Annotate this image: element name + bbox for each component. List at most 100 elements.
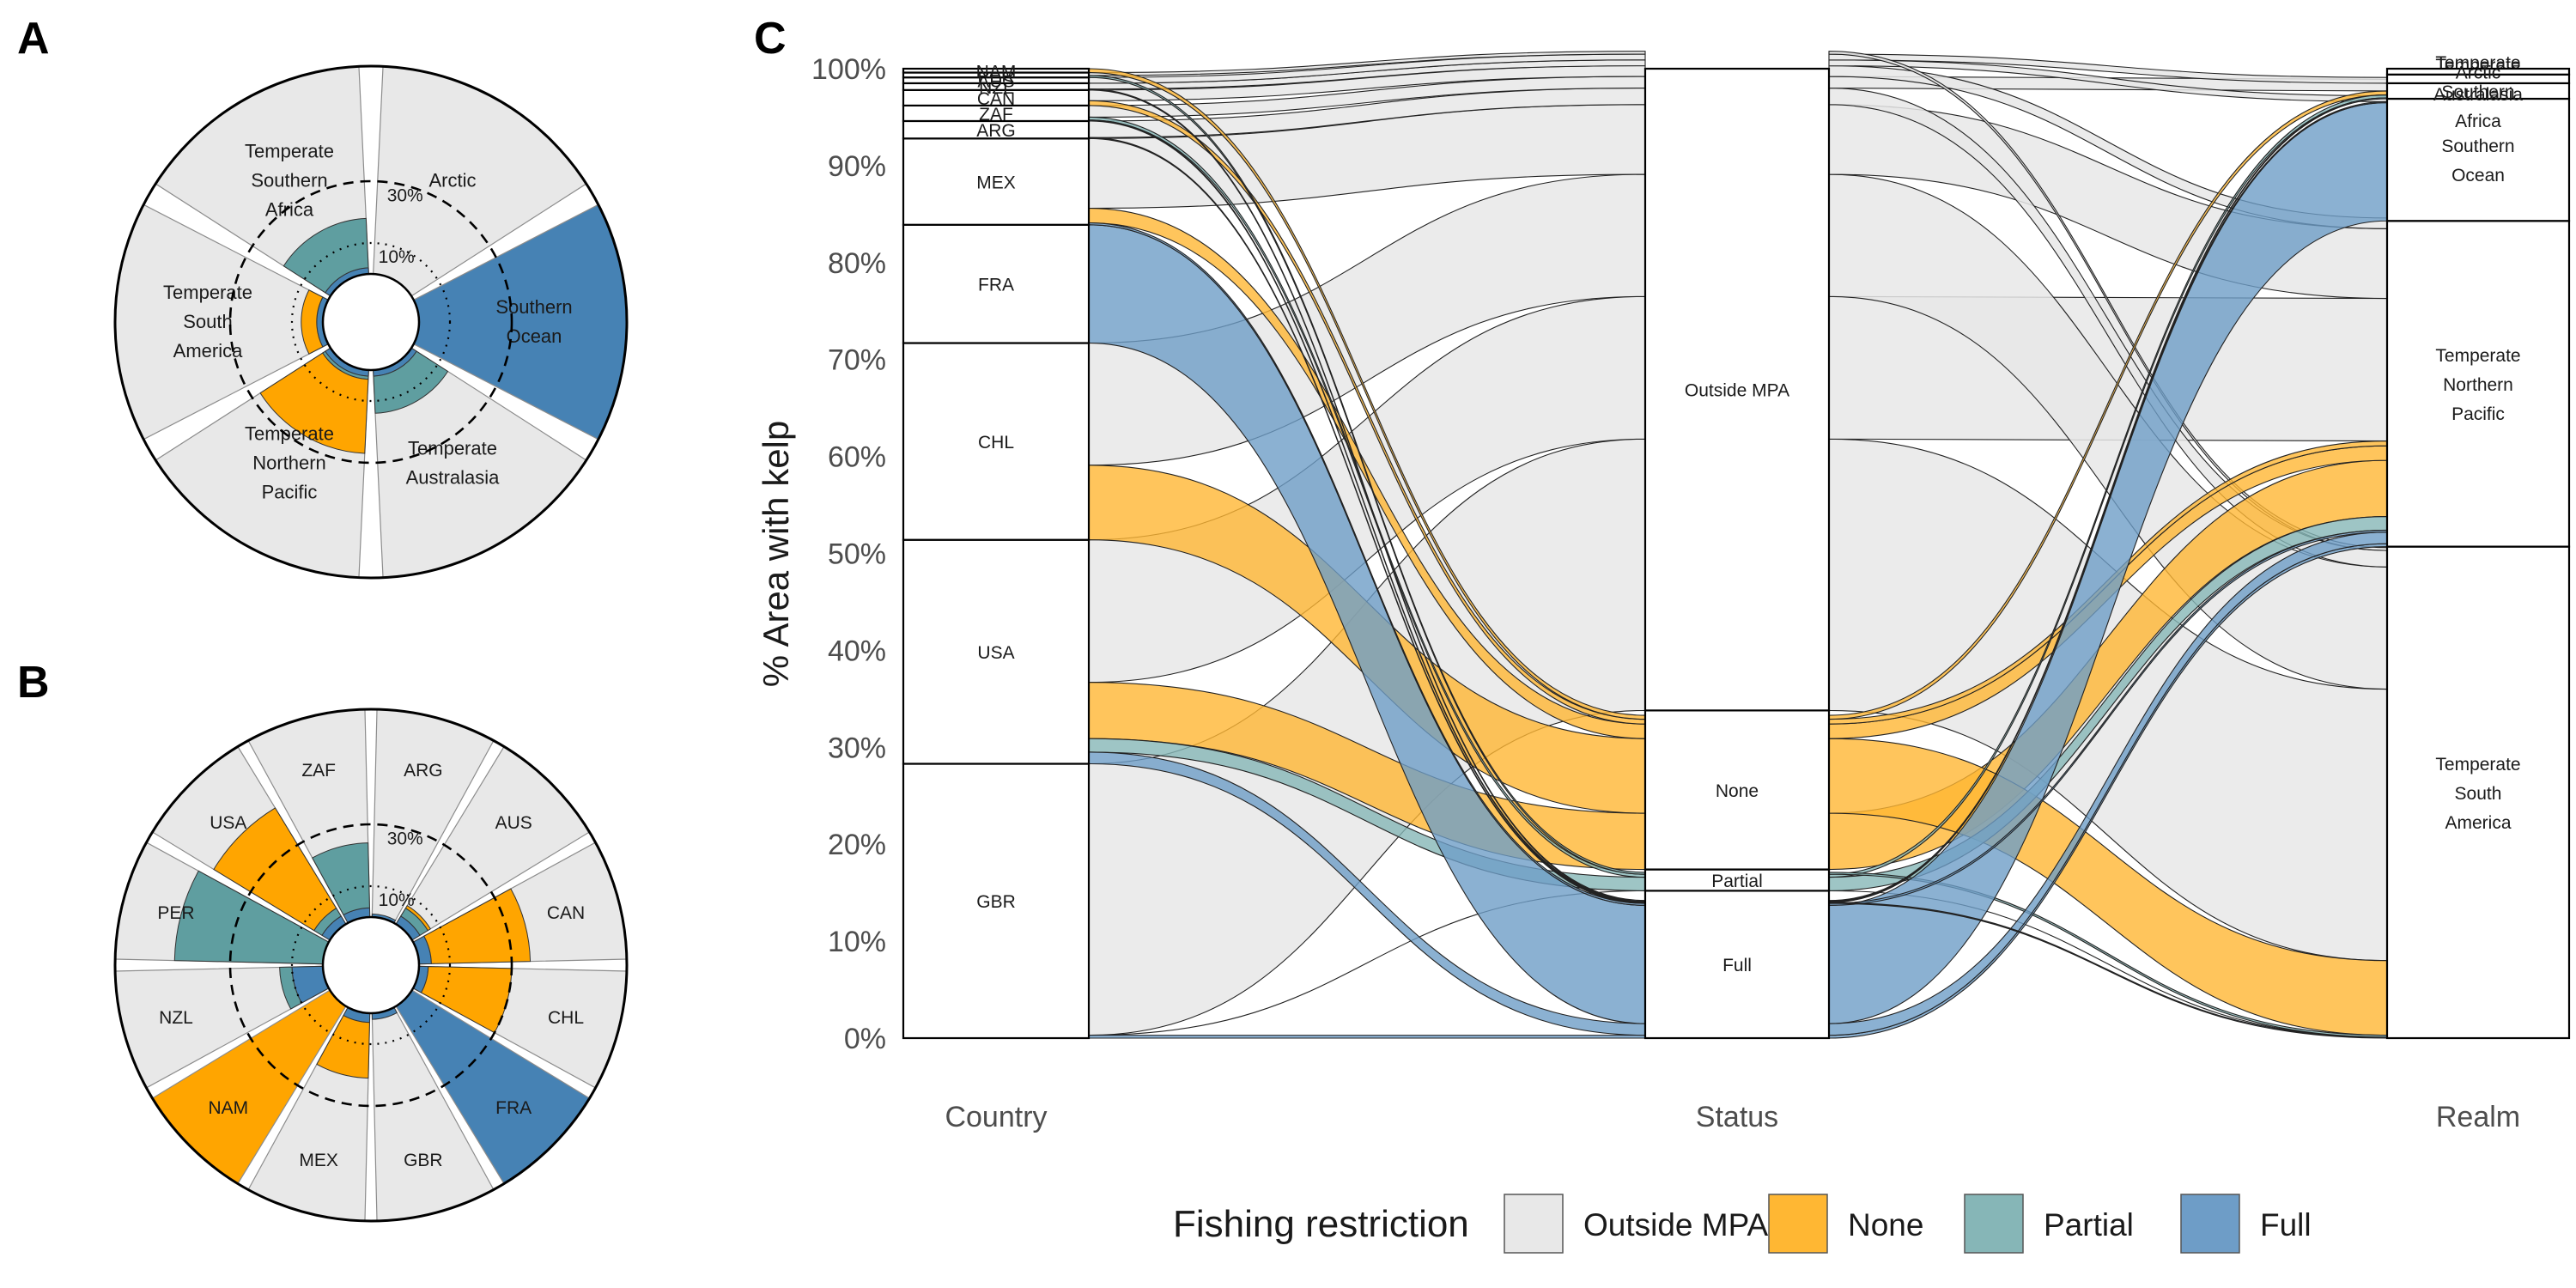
country-stratum-nam: NAM [902, 62, 1091, 82]
segment-arg: ARG [371, 708, 495, 924]
legend-label: None [1848, 1207, 1923, 1242]
segment-temperate-australasia: Temperate Australasia [373, 347, 587, 579]
stratum-label: FRA [978, 276, 1014, 295]
y-tick-label: 40% [828, 635, 886, 667]
panel-letter-c: C [754, 14, 787, 64]
stratum-label: ZAF [979, 105, 1013, 125]
status-stratum-partial: Partial [1643, 868, 1831, 892]
stratum-label-line: GBR [976, 892, 1016, 912]
bar-partial [279, 966, 302, 1010]
segment-label: Temperate Southern Africa [245, 140, 334, 220]
stratum-label: Outside MPA [1685, 381, 1789, 401]
segment-label-line: MEX [299, 1151, 338, 1170]
stratum-box [1643, 890, 1831, 1040]
stratum-label: Full [1722, 956, 1752, 975]
bar-partial [373, 350, 449, 414]
y-axis-title: % Area with kelp [756, 421, 796, 688]
segment-label: Arctic [429, 169, 477, 191]
segment-label: NZL [159, 1008, 193, 1028]
y-axis: 0% 10% 20% 30% 40% 50% 60% 70% 80% 90% 100% % Area … [756, 53, 886, 1055]
stratum-label: CHL [978, 433, 1014, 453]
segment-label-line: NZL [159, 1008, 193, 1028]
segment-label-line: CAN [547, 903, 585, 923]
stratum-label-line: Africa [2455, 112, 2501, 131]
segment-label-line: ZAF [301, 761, 336, 781]
center-hole [321, 272, 421, 372]
stratum-label-line: None [1716, 781, 1759, 801]
segment-label: ZAF [301, 761, 336, 781]
center-hole [321, 915, 421, 1015]
segment-label: MEX [299, 1151, 338, 1170]
radial-chart-countries: ARG AUS CAN CHL FRA GBR MEX NAM NZL PER USA ZAF 10% 3… [113, 708, 629, 1223]
status-stratum-outside-mpa: Outside MPA [1643, 67, 1831, 712]
legend-label: Partial [2044, 1207, 2134, 1242]
reference-label-30: 30% [387, 186, 423, 206]
segment-label-line: USA [210, 813, 246, 833]
stratum-label: Southern Ocean [2441, 137, 2514, 185]
reference-ring-10 [290, 241, 452, 403]
stratum-label: USA [977, 643, 1014, 663]
reference-label-30: 30% [387, 829, 423, 849]
stratum-label-line: FRA [978, 276, 1014, 295]
status-stratum-full: Full [1643, 890, 1831, 1040]
stratum-label-line: Ocean [2451, 166, 2505, 185]
stratum-label: Temperate Northern Pacific [2435, 346, 2520, 424]
segment-label: Temperate Northern Pacific [245, 423, 334, 503]
segment-label-line: Southern [495, 296, 572, 318]
stratum-label: ARG [976, 121, 1016, 141]
segment-temperate-southern-africa: Temperate Southern Africa [155, 65, 369, 297]
legend-swatch [2180, 1194, 2240, 1254]
alluvial-chart: 0% 10% 20% 30% 40% 50% 60% 70% 80% 90% 100% % Area … [756, 51, 2571, 1133]
flow-ribbon-left [1088, 1035, 1646, 1039]
stratum-label-line: America [2445, 813, 2511, 833]
reference-label-10: 10% [379, 890, 415, 910]
y-tick-label: 50% [828, 538, 886, 571]
segment-label: Temperate South America [163, 282, 252, 361]
column-label-country: Country [945, 1101, 1047, 1133]
stratum-label-line: Temperate [2435, 346, 2520, 366]
reference-ring-10 [290, 884, 452, 1046]
segment-label-line: CHL [548, 1008, 584, 1028]
stratum-label-line: Southern [2441, 137, 2514, 156]
stratum-label-line: Southern [2441, 82, 2514, 102]
stratum-label-line: MEX [976, 173, 1016, 193]
segment-label: NAM [208, 1098, 248, 1118]
stratum-label-line: Partial [1711, 872, 1763, 891]
segment-label: Southern Ocean [495, 296, 572, 347]
segment-label-line: Southern [251, 169, 327, 191]
y-tick-label: 100% [811, 53, 886, 86]
segment-label-line: Temperate [245, 423, 334, 445]
realm-stratum-arctic: Arctic [2385, 63, 2571, 82]
panel-letter-b: B [17, 658, 50, 708]
segment-label: Temperate Australasia [406, 438, 501, 489]
stratum-label: Temperate South America [2435, 755, 2520, 833]
stratum-box [902, 137, 1091, 226]
stratum-label: NAM [976, 62, 1017, 82]
bar-none [404, 904, 432, 932]
y-tick-label: 80% [828, 247, 886, 280]
country-stratum-chl: CHL [902, 342, 1091, 541]
segment-label-line: Ocean [507, 325, 562, 347]
segment-southern-ocean: Southern Ocean [412, 204, 628, 440]
stratum-label-line: Arctic [2456, 63, 2501, 82]
segment-temperate-northern-pacific: Temperate Northern Pacific [155, 347, 369, 579]
segment-label: PER [157, 903, 194, 923]
country-stratum-fra: FRA [902, 223, 1091, 344]
country-stratum-gbr: GBR [902, 762, 1091, 1040]
segment-label-line: GBR [404, 1151, 443, 1170]
segment-label-line: FRA [495, 1098, 532, 1118]
legend-swatch [1768, 1194, 1828, 1254]
flows [1088, 51, 2388, 1039]
stratum-box [1643, 868, 1831, 892]
legend-item-outside-mpa: Outside MPA [1504, 1194, 1769, 1254]
segment-label-line: Temperate [163, 282, 252, 303]
stratum-label-line: Outside MPA [1685, 381, 1789, 401]
segment-label-line: Arctic [429, 169, 477, 191]
segment-label: CHL [548, 1008, 584, 1028]
segment-label-line: South [183, 311, 233, 332]
stratum-label-line: Temperate [2435, 755, 2520, 775]
stratum-box [2385, 545, 2571, 1040]
stratum-label-line: CHL [978, 433, 1014, 453]
segment-label-line: Temperate [245, 140, 334, 161]
segment-label-line: Northern [252, 453, 326, 474]
